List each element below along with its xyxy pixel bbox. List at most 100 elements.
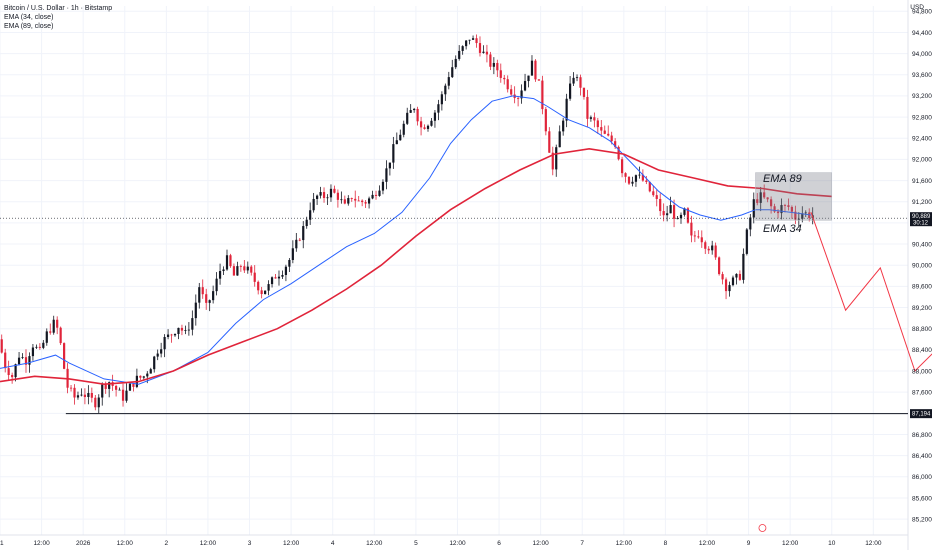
candle-body bbox=[541, 80, 544, 110]
candle-body bbox=[444, 85, 447, 95]
indicator-ema89-label[interactable]: EMA (89, close) bbox=[4, 23, 54, 30]
candle-body bbox=[610, 135, 613, 142]
candle-body bbox=[534, 60, 537, 80]
candle-body bbox=[52, 319, 55, 333]
candle-body bbox=[471, 38, 475, 40]
candle-body bbox=[336, 192, 340, 200]
candle-body bbox=[787, 205, 790, 207]
x-tick-label: 12:00 bbox=[200, 540, 217, 547]
candle-body bbox=[17, 357, 21, 365]
candle-body bbox=[492, 62, 495, 67]
candle-body bbox=[648, 181, 651, 192]
candle-body bbox=[212, 291, 215, 301]
candle-body bbox=[423, 127, 426, 129]
candle-body bbox=[392, 144, 395, 163]
candle-body bbox=[97, 397, 100, 408]
y-tick-label: 88,400 bbox=[912, 347, 932, 354]
candle-body bbox=[260, 290, 263, 295]
candle-body bbox=[603, 130, 606, 134]
candle-body bbox=[704, 242, 707, 249]
candle-body bbox=[225, 255, 229, 270]
candle-body bbox=[364, 202, 367, 204]
candle-body bbox=[125, 390, 128, 401]
candle-body bbox=[742, 253, 745, 280]
candle-body bbox=[42, 342, 45, 348]
ema-lines bbox=[0, 95, 832, 386]
y-tick-label: 89,600 bbox=[912, 284, 932, 291]
x-tick-label: 12:00 bbox=[283, 540, 300, 547]
current-price-badge-label: 90,889 bbox=[912, 214, 931, 220]
countdown-label: 30:12 bbox=[913, 221, 929, 227]
time-axis[interactable]: 31 12:00 2026 12:00 2 12:00 3 12:00 4 12:00 5 12:00… bbox=[0, 540, 882, 547]
symbol-title[interactable]: Bitcoin / U.S. Dollar · 1h · Bitstamp bbox=[4, 5, 113, 12]
projection-path bbox=[810, 212, 932, 372]
candle-body bbox=[305, 219, 308, 227]
y-tick-label: 91,200 bbox=[912, 199, 932, 206]
candle-body bbox=[0, 339, 3, 353]
candle-body bbox=[367, 198, 371, 204]
ema89-line bbox=[0, 147, 832, 386]
candle-body bbox=[697, 236, 700, 238]
candle-body bbox=[281, 274, 284, 277]
candle-body bbox=[399, 134, 402, 141]
candle-body bbox=[558, 131, 561, 148]
candle-body bbox=[620, 159, 624, 174]
candle-body bbox=[666, 213, 669, 216]
candle-body bbox=[763, 192, 766, 198]
candle-body bbox=[416, 108, 419, 122]
candle-body bbox=[218, 271, 222, 279]
candle-body bbox=[83, 394, 87, 398]
candle-body bbox=[146, 373, 149, 377]
candle-body bbox=[641, 174, 644, 181]
candle-body bbox=[291, 248, 294, 260]
candle-body bbox=[759, 192, 762, 203]
candle-body bbox=[243, 266, 246, 271]
candle-body bbox=[215, 278, 218, 292]
x-tick-label: 12:00 bbox=[699, 540, 716, 547]
candle-body bbox=[631, 181, 634, 184]
price-axis[interactable]: 85,20085,60086,00086,40086,80087,20087,6… bbox=[910, 9, 932, 524]
x-tick-label: 10 bbox=[828, 540, 836, 547]
candle-body bbox=[572, 77, 575, 84]
candle-body bbox=[700, 237, 703, 243]
candle-body bbox=[451, 67, 454, 78]
candle-body bbox=[222, 269, 225, 272]
ema34-annotation: EMA 34 bbox=[763, 223, 802, 235]
candle-body bbox=[163, 336, 166, 350]
candle-body bbox=[295, 239, 298, 249]
candle-body bbox=[381, 181, 385, 191]
price-candles bbox=[0, 34, 814, 414]
y-tick-label: 88,000 bbox=[912, 368, 932, 375]
candle-body bbox=[465, 40, 468, 47]
indicator-ema34-label[interactable]: EMA (34, close) bbox=[4, 14, 54, 21]
candle-body bbox=[672, 205, 676, 219]
candle-body bbox=[187, 329, 190, 331]
candle-body bbox=[63, 343, 66, 369]
candle-body bbox=[257, 281, 260, 291]
candle-body bbox=[205, 294, 208, 303]
candle-body bbox=[596, 120, 599, 128]
candle-body bbox=[783, 205, 787, 206]
candle-body bbox=[562, 120, 565, 132]
candle-body bbox=[180, 327, 184, 331]
candle-body bbox=[478, 43, 482, 53]
candle-body bbox=[503, 77, 506, 80]
candle-body bbox=[302, 226, 305, 241]
candle-body bbox=[510, 89, 513, 95]
candle-body bbox=[485, 51, 489, 55]
candle-body bbox=[128, 383, 132, 391]
y-tick-label: 88,800 bbox=[912, 326, 932, 333]
candle-body bbox=[357, 200, 360, 202]
drawing-overlays: EMA 89 EMA 34 bbox=[0, 172, 932, 532]
candle-body bbox=[804, 212, 807, 214]
candle-body bbox=[142, 376, 145, 378]
candle-body bbox=[232, 266, 236, 276]
candle-body bbox=[208, 300, 211, 303]
candle-body bbox=[565, 98, 568, 121]
event-marker-icon bbox=[758, 524, 767, 532]
candle-body bbox=[676, 218, 679, 220]
candle-body bbox=[80, 394, 83, 396]
candle-body bbox=[177, 327, 180, 334]
candle-body bbox=[166, 334, 170, 337]
